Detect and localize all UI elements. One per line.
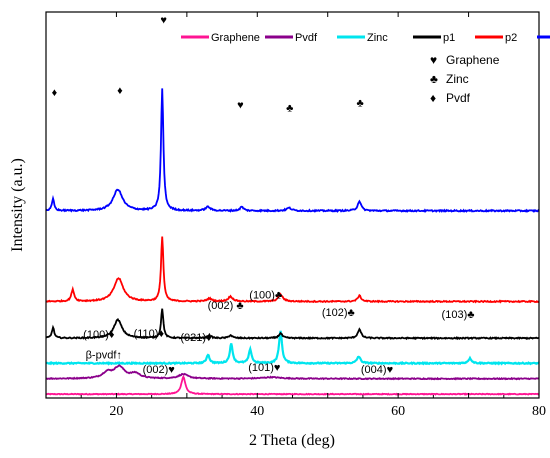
- x-axis: 20 40 60 80: [45, 12, 546, 419]
- x-axis-title: 2 Theta (deg): [249, 432, 335, 449]
- peak-annotation: (101)♥: [248, 362, 280, 374]
- peak-annotation: (103)♣: [442, 309, 475, 321]
- x-tick-label: 60: [391, 404, 405, 419]
- legend-label-graphene: Graphene: [211, 32, 260, 44]
- series-line-zinc: [45, 330, 540, 366]
- peak-annotation: (102)♣: [322, 307, 355, 319]
- legend-label-pvdf: Pvdf: [295, 32, 318, 44]
- series-line-p1: [45, 308, 540, 341]
- peak-annotation: ♥: [237, 100, 244, 112]
- x-tick-label: 40: [250, 404, 264, 419]
- legend-label-zinc: Zinc: [367, 32, 388, 44]
- series-line-pvdf: [45, 363, 540, 381]
- legend: GraphenePvdfZincp1p2p3: [181, 32, 550, 44]
- key-label-pvdf: Pvdf: [446, 91, 471, 105]
- x-tick-label: 80: [532, 404, 546, 419]
- club-icon: ♣: [430, 72, 438, 86]
- peak-annotation: ♣: [286, 102, 293, 114]
- heart-icon: ♥: [430, 53, 437, 67]
- x-tick-label: 20: [109, 404, 123, 419]
- peak-annotations: ♦ ♦ ♥ ♥ ♣ ♣ (002) ♣ (100)♣ (102)♣ (103)♣ (100)♦ (11…: [52, 15, 475, 376]
- diamond-icon: ♦: [430, 91, 436, 105]
- peak-annotation: (002) ♣: [208, 300, 244, 312]
- y-axis-title: Intensity (a.u.): [9, 158, 26, 252]
- series-line-p3: [45, 88, 540, 214]
- peak-annotation: (110)♦: [134, 328, 165, 340]
- key-label-graphene: Graphene: [446, 53, 500, 67]
- peak-annotation: ♣: [357, 98, 364, 110]
- peak-annotation: ♦: [117, 85, 123, 97]
- legend-label-p1: p1: [443, 32, 455, 44]
- peak-annotation: (004)♥: [361, 364, 393, 376]
- plot-background: [46, 12, 539, 398]
- peak-annotation: ♥: [160, 15, 167, 27]
- peak-annotation: (100)♣: [249, 290, 282, 302]
- key-label-zinc: Zinc: [446, 72, 469, 86]
- series-line-graphene: [45, 374, 539, 396]
- peak-annotation: ♦: [52, 87, 58, 99]
- symbol-key: ♥ Graphene ♣ Zinc ♦ Pvdf: [430, 53, 500, 105]
- plot-lines: [45, 88, 540, 396]
- peak-annotation: β-pvdf↑: [86, 349, 122, 361]
- peak-annotation: (100)♦: [83, 329, 115, 341]
- peak-annotation: (002)♥: [143, 364, 175, 376]
- legend-label-p2: p2: [505, 32, 517, 44]
- peak-annotation: (021)♦: [180, 332, 212, 344]
- series-line-p2: [45, 236, 540, 304]
